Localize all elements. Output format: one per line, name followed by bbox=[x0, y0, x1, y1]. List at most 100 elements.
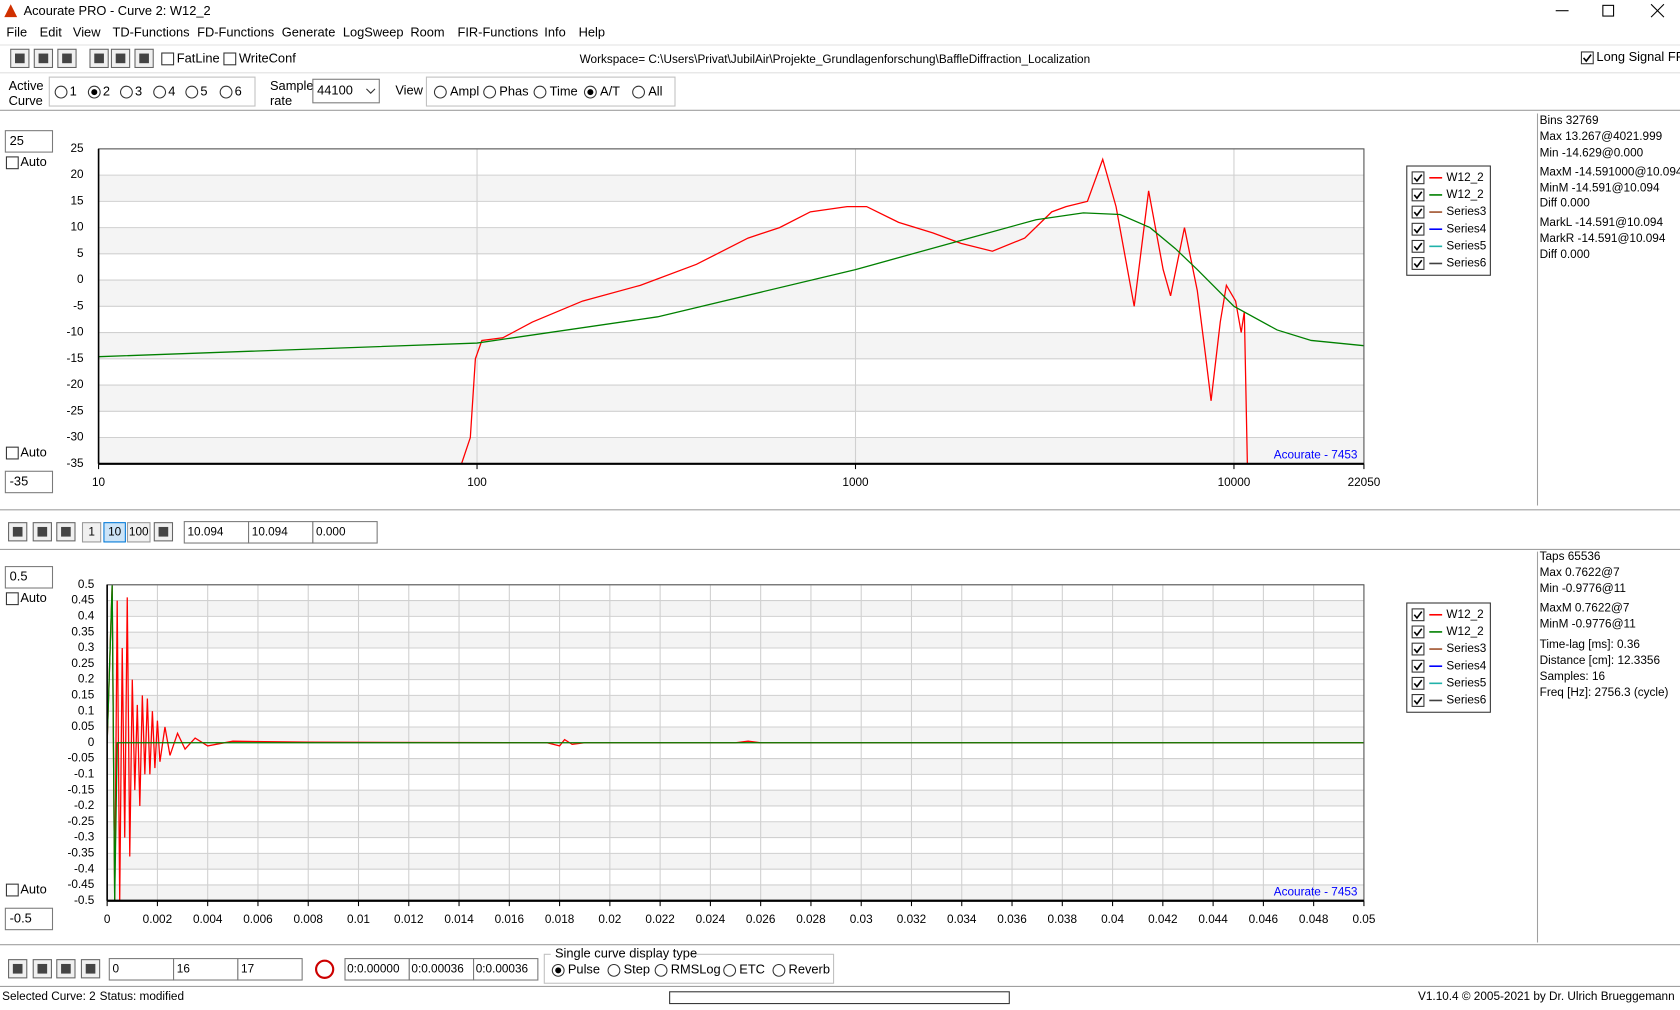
menu-item[interactable]: Generate bbox=[282, 25, 336, 40]
menu-item[interactable]: Edit bbox=[40, 25, 63, 40]
radio-button[interactable] bbox=[54, 85, 68, 99]
axis-min-value: -35 bbox=[10, 473, 29, 488]
data-line bbox=[107, 584, 1364, 901]
stat-line: MaxM 0.7622@7 bbox=[1540, 601, 1630, 614]
marker-field[interactable] bbox=[312, 521, 378, 544]
radio-button[interactable] bbox=[723, 963, 737, 977]
axis-min-input[interactable] bbox=[4, 470, 54, 494]
scale-button[interactable] bbox=[126, 522, 151, 543]
y-tick-label: 0.3 bbox=[78, 641, 95, 654]
menu-item[interactable]: LogSweep bbox=[343, 25, 404, 40]
checkbox[interactable] bbox=[1411, 608, 1425, 622]
radio-button[interactable] bbox=[433, 85, 447, 99]
menu-item[interactable]: File bbox=[6, 25, 27, 40]
plot-band bbox=[107, 632, 1364, 648]
radio-button[interactable] bbox=[219, 85, 233, 99]
radio-button[interactable] bbox=[632, 85, 645, 99]
y-tick-label: 25 bbox=[70, 142, 84, 155]
checkbox[interactable] bbox=[1411, 222, 1425, 236]
scale-button-label: 1 bbox=[88, 525, 95, 538]
plot-band bbox=[107, 726, 1364, 743]
checkbox[interactable] bbox=[1580, 51, 1594, 65]
checkbox-label: Auto bbox=[20, 590, 46, 605]
checkbox[interactable] bbox=[1411, 625, 1425, 639]
checkbox[interactable] bbox=[1411, 205, 1425, 219]
close-button[interactable] bbox=[1650, 3, 1665, 18]
maximize-button[interactable] bbox=[1602, 4, 1615, 17]
radio-dot bbox=[587, 89, 594, 96]
x-tick-label: 100 bbox=[467, 476, 487, 489]
status-text: Status: modified bbox=[100, 990, 184, 1003]
menu-item[interactable]: Info bbox=[544, 25, 565, 40]
checkbox[interactable] bbox=[5, 883, 19, 897]
clock-icon[interactable] bbox=[314, 959, 335, 979]
plot-band bbox=[107, 663, 1364, 680]
axis-max-input[interactable] bbox=[4, 130, 54, 153]
menu-item[interactable]: FIR-Functions bbox=[458, 25, 539, 40]
radio-button[interactable] bbox=[654, 963, 668, 977]
y-tick-label: -20 bbox=[67, 378, 84, 391]
x-tick-label: 0.048 bbox=[1299, 913, 1329, 926]
radio-button[interactable] bbox=[483, 85, 497, 99]
combo-arrow bbox=[366, 88, 376, 94]
checkbox[interactable] bbox=[1411, 188, 1425, 202]
y-tick-label: -0.5 bbox=[74, 894, 95, 907]
menu-item[interactable]: Help bbox=[579, 25, 605, 40]
radio-button[interactable] bbox=[533, 85, 547, 99]
checkbox[interactable] bbox=[1411, 676, 1425, 690]
menu-item[interactable]: TD-Functions bbox=[113, 25, 190, 40]
menu-item[interactable]: FD-Functions bbox=[197, 25, 274, 40]
checkmark bbox=[1413, 679, 1423, 688]
radio-button[interactable] bbox=[153, 85, 167, 99]
time-field[interactable] bbox=[473, 958, 539, 981]
checkbox[interactable] bbox=[1411, 171, 1425, 185]
group-box bbox=[48, 76, 256, 107]
x-tick-label: 0.016 bbox=[495, 913, 525, 926]
radio-label: 4 bbox=[168, 84, 175, 99]
checkbox[interactable] bbox=[1411, 694, 1425, 707]
x-tick-label: 10 bbox=[92, 476, 106, 489]
checkbox-label: Auto bbox=[20, 154, 46, 169]
legend-label: W12_2 bbox=[1446, 608, 1483, 621]
legend-label: Series5 bbox=[1446, 676, 1486, 689]
radio-button[interactable] bbox=[120, 85, 133, 99]
checkbox[interactable] bbox=[1411, 239, 1425, 253]
radio-label: 3 bbox=[135, 84, 142, 99]
y-tick-label: 0.15 bbox=[71, 688, 94, 701]
x-tick-label: 0.024 bbox=[696, 913, 726, 926]
combo-box[interactable] bbox=[312, 78, 380, 104]
checkbox[interactable] bbox=[1411, 257, 1425, 270]
sample-field[interactable] bbox=[237, 958, 303, 981]
scale-button[interactable] bbox=[103, 522, 126, 543]
toolbar-button-glyph bbox=[94, 53, 104, 64]
checkbox[interactable] bbox=[5, 592, 19, 606]
checkbox-label: Auto bbox=[20, 881, 46, 896]
x-tick-label: 0.042 bbox=[1148, 913, 1177, 926]
checkmark bbox=[1413, 208, 1423, 217]
time-value: 0:0.00036 bbox=[476, 962, 529, 975]
checkbox[interactable] bbox=[5, 446, 19, 460]
checkbox[interactable] bbox=[5, 156, 19, 170]
time-value: 0:0.00036 bbox=[411, 962, 464, 975]
toolbar-button-glyph bbox=[62, 53, 72, 64]
radio-button[interactable] bbox=[607, 963, 621, 977]
radio-label: Time bbox=[550, 84, 578, 99]
checkbox[interactable] bbox=[223, 52, 237, 66]
radio-button[interactable] bbox=[185, 85, 199, 99]
axis-max-value: 25 bbox=[10, 133, 24, 148]
legend-label: Series6 bbox=[1446, 694, 1486, 707]
scale-button[interactable] bbox=[81, 522, 102, 543]
checkbox[interactable] bbox=[1411, 659, 1425, 673]
axis-min-input[interactable] bbox=[4, 907, 54, 931]
radio-button[interactable] bbox=[772, 963, 786, 977]
group-box bbox=[425, 76, 676, 107]
menu-item[interactable]: Room bbox=[410, 25, 444, 40]
checkbox[interactable] bbox=[1411, 642, 1425, 656]
radio-label: 1 bbox=[70, 84, 77, 99]
menu-item[interactable]: View bbox=[73, 25, 101, 40]
axis-max-input[interactable] bbox=[4, 566, 54, 589]
zoom-button-glyph bbox=[12, 963, 23, 974]
checkbox[interactable] bbox=[161, 52, 175, 66]
stat-line: Taps 65536 bbox=[1540, 550, 1601, 563]
